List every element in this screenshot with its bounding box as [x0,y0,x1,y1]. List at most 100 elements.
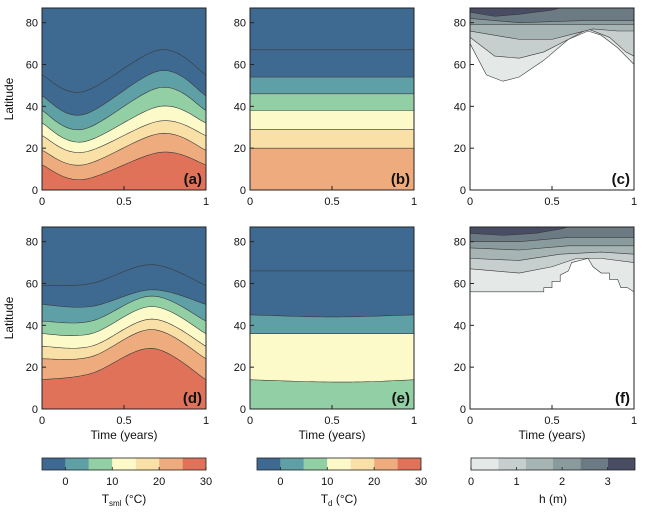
y-tick-label: 0 [240,404,246,416]
x-tick-label: 0 [247,415,253,427]
colorbar-swatch [112,458,136,470]
colorbar-1: 0 10 20 30 Td (°C) [256,457,427,508]
x-tick-label: 0 [467,415,473,427]
x-tick-label: 0.5 [544,196,559,208]
colorbar-tick-label: 0 [468,476,474,488]
x-tick-label: 0.5 [324,196,339,208]
colorbar-label-main: T [321,492,329,506]
colorbar-swatch [135,458,160,470]
colorbar-swatch [374,458,398,470]
x-tick-label: 0.5 [116,196,131,208]
colorbar-tick-label: 20 [368,476,380,488]
y-tick-label: 40 [26,101,38,113]
colorbar-swatch [397,458,421,470]
y-tick-label: 80 [234,18,246,30]
y-tick-label: 60 [454,278,466,290]
colorbar-frame [256,457,422,471]
y-tick-label: 0 [460,404,466,416]
colorbar-tick-label: 1 [513,476,519,488]
colorbar-2: 0 1 2 3 h (m) [468,457,636,506]
y-tick-label: 80 [26,237,38,249]
colorbar-label: h (m) [539,492,567,506]
colorbar-swatch [350,458,375,470]
colorbar-label-main: T [102,492,110,506]
y-tick-label: 60 [234,278,246,290]
panel-c: 0 0.5 1 0 20 40 60 80 (c) [454,7,637,208]
colorbar-label-unit: (°C) [122,492,147,506]
colorbar-label-unit: (°C) [333,492,358,506]
y-tick-label: 20 [454,362,466,374]
x-tick-label: 0 [467,196,473,208]
y-tick-label: 60 [26,278,38,290]
colorbar-swatch [498,458,526,470]
colorbar-tick-label: 10 [321,476,333,488]
colorbar-frame [470,457,636,471]
colorbar-swatch [471,458,499,470]
x-tick-label: 0 [39,415,45,427]
colorbar-tick-label: 0 [277,476,283,488]
colorbar-swatch [65,458,89,470]
x-tick-label: 0 [247,196,253,208]
x-tick-label: 0.5 [324,415,339,427]
colorbar-swatch [327,458,351,470]
colorbar-swatch [257,458,281,470]
panel-plot-area [470,8,634,190]
contour-band [42,348,206,409]
y-tick-label: 40 [234,101,246,113]
colorbar-swatch [303,458,328,470]
x-tick-label: 0.5 [544,415,559,427]
colorbar-swatch [159,458,183,470]
y-tick-label: 40 [454,101,466,113]
panel-label: (e) [392,390,410,407]
colorbar-label-subscript: sml [109,499,122,508]
colorbar-tick-label: 0 [62,476,68,488]
contour-band [470,227,569,236]
colorbar-label: Tsml (°C) [102,492,147,508]
x-tick-label: 0.5 [116,415,131,427]
y-tick-label: 20 [454,143,466,155]
panel-plot-area [250,8,414,190]
colorbar-label-subscript: d [328,499,332,508]
y-tick-label: 20 [234,362,246,374]
colorbar-swatch [88,458,113,470]
panel-label: (b) [391,171,410,188]
colorbar-swatch [553,458,581,470]
y-tick-label: 20 [26,362,38,374]
y-tick-label: 40 [454,320,466,332]
panel-a: 0 0.5 1 0 20 40 60 80 (a) Latitude [2,7,209,208]
y-tick-label: 20 [234,143,246,155]
y-tick-label: 40 [26,320,38,332]
colorbar-tick-label: 10 [106,476,118,488]
x-tick-label: 1 [631,415,637,427]
colorbar-swatch [525,458,553,470]
y-tick-label: 0 [32,185,38,197]
y-tick-label: 60 [26,59,38,71]
colorbar-swatch [182,458,206,470]
y-tick-label: 0 [32,404,38,416]
colorbar-swatch [280,458,304,470]
colorbar-0: 0 10 20 30 Tsml (°C) [41,457,212,508]
y-tick-label: 40 [234,320,246,332]
x-axis-label: Time (years) [299,428,366,442]
x-tick-label: 1 [411,415,417,427]
panel-plot-area [470,227,634,409]
contour-band [42,151,206,190]
colorbar-tick-label: 3 [605,476,611,488]
y-axis-label: Latitude [2,77,16,120]
colorbar-tick-label: 2 [559,476,565,488]
y-tick-label: 80 [454,18,466,30]
colorbar-frame [41,457,207,471]
y-tick-label: 0 [240,185,246,197]
y-tick-label: 0 [460,185,466,197]
contour-band [250,379,414,409]
panel-plot-area [42,227,206,409]
panel-label: (d) [183,390,202,407]
y-axis-label: Latitude [2,296,16,339]
panel-b: 0 0.5 1 0 20 40 60 80 (b) [234,7,417,208]
x-tick-label: 1 [631,196,637,208]
panel-e: 0 0.5 1 0 20 40 60 80 (e) Time (years) [234,226,417,442]
x-tick-label: 1 [203,415,209,427]
colorbar-tick-label: 20 [153,476,165,488]
panel-label: (a) [184,171,202,188]
